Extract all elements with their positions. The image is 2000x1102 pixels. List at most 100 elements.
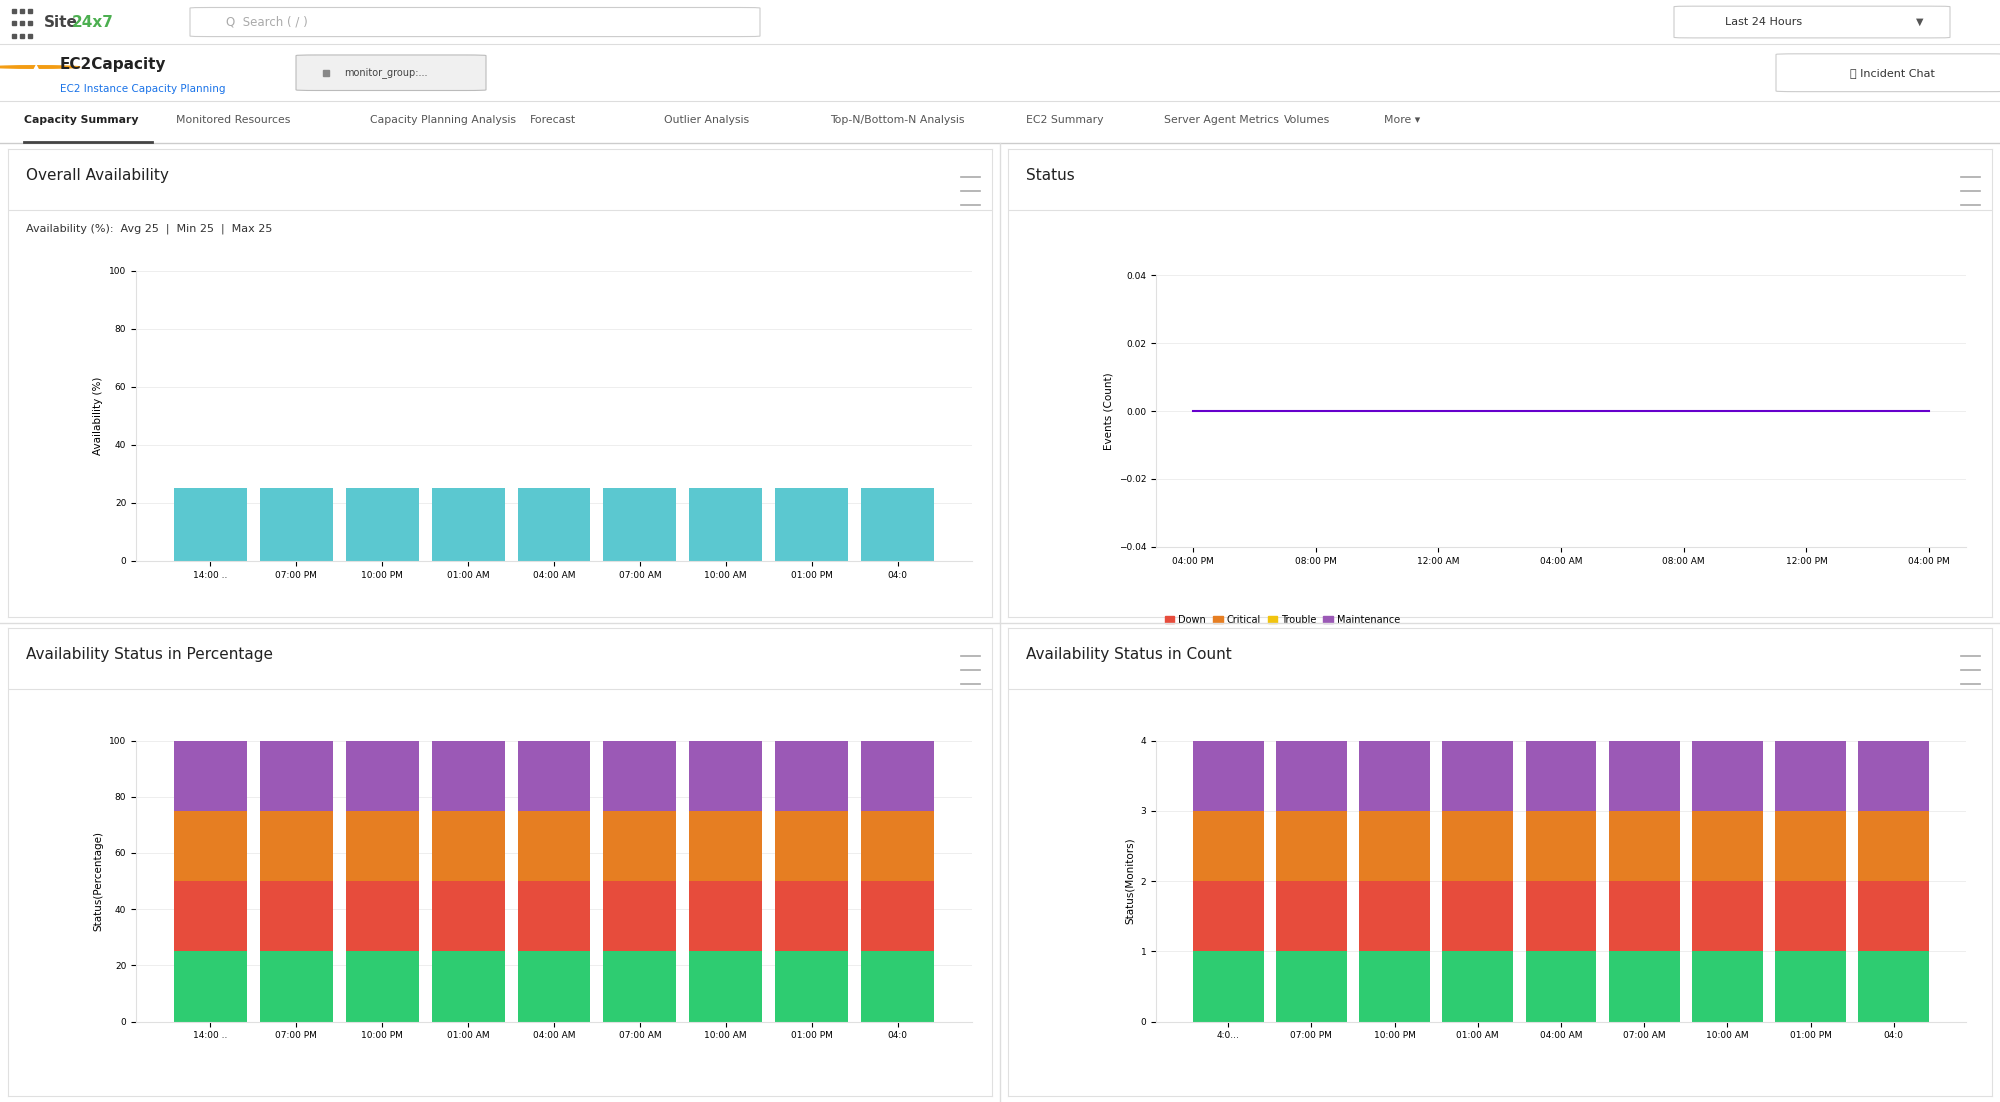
Text: ▼: ▼ xyxy=(1916,17,1924,28)
Bar xyxy=(1526,811,1596,882)
Bar xyxy=(1692,811,1762,882)
Bar xyxy=(260,488,332,561)
Bar xyxy=(518,488,590,561)
Bar xyxy=(518,741,590,811)
FancyBboxPatch shape xyxy=(190,8,760,36)
Bar xyxy=(1858,741,1930,811)
Text: monitor_group:...: monitor_group:... xyxy=(344,67,428,78)
Bar xyxy=(1858,811,1930,882)
Bar xyxy=(1858,882,1930,951)
Bar xyxy=(1776,811,1846,882)
Bar xyxy=(690,882,762,951)
Bar xyxy=(1360,882,1430,951)
Bar xyxy=(346,488,418,561)
Bar xyxy=(260,882,332,951)
Bar xyxy=(604,741,676,811)
Text: 💬 Incident Chat: 💬 Incident Chat xyxy=(1850,67,1934,78)
Bar xyxy=(260,741,332,811)
Bar xyxy=(1192,811,1264,882)
Bar xyxy=(1360,951,1430,1022)
FancyBboxPatch shape xyxy=(1674,7,1950,37)
Bar xyxy=(604,882,676,951)
Bar xyxy=(1192,882,1264,951)
Bar xyxy=(776,488,848,561)
Bar xyxy=(1360,811,1430,882)
Text: EC2 Instance Capacity Planning: EC2 Instance Capacity Planning xyxy=(60,84,226,94)
Bar xyxy=(174,741,246,811)
Bar xyxy=(1608,951,1680,1022)
Bar xyxy=(1776,741,1846,811)
Bar xyxy=(862,741,934,811)
Text: Status: Status xyxy=(1026,168,1074,183)
Bar xyxy=(776,811,848,882)
Circle shape xyxy=(0,66,80,68)
Bar xyxy=(1526,741,1596,811)
Text: Availability Status in Count: Availability Status in Count xyxy=(1026,647,1232,662)
Text: Top-N/Bottom-N Analysis: Top-N/Bottom-N Analysis xyxy=(830,116,964,126)
Bar xyxy=(432,951,504,1022)
Bar xyxy=(604,811,676,882)
Text: ▲: ▲ xyxy=(32,63,40,72)
Bar xyxy=(346,951,418,1022)
Legend: Down, Critical, Trouble, Maintenance: Down, Critical, Trouble, Maintenance xyxy=(1160,612,1404,629)
Bar xyxy=(862,882,934,951)
Y-axis label: Availability (%): Availability (%) xyxy=(94,377,104,455)
Y-axis label: Events (Count): Events (Count) xyxy=(1104,372,1114,450)
Bar xyxy=(1360,741,1430,811)
Bar xyxy=(346,811,418,882)
Bar xyxy=(1276,882,1346,951)
Bar xyxy=(174,882,246,951)
Text: Availability (%):  Avg 25  |  Min 25  |  Max 25: Availability (%): Avg 25 | Min 25 | Max … xyxy=(26,224,272,235)
Text: EC2 Summary: EC2 Summary xyxy=(1026,116,1104,126)
Bar xyxy=(1442,811,1514,882)
Bar xyxy=(1192,951,1264,1022)
Bar xyxy=(776,741,848,811)
Bar xyxy=(174,811,246,882)
Text: Outlier Analysis: Outlier Analysis xyxy=(664,116,750,126)
Text: Forecast: Forecast xyxy=(530,116,576,126)
FancyBboxPatch shape xyxy=(1776,54,2000,91)
Bar xyxy=(518,882,590,951)
Text: EC2Capacity: EC2Capacity xyxy=(60,56,166,72)
Bar xyxy=(1526,951,1596,1022)
Text: Q  Search ( / ): Q Search ( / ) xyxy=(226,15,308,29)
Bar xyxy=(432,882,504,951)
Bar xyxy=(346,741,418,811)
Bar xyxy=(862,488,934,561)
Bar xyxy=(690,951,762,1022)
Bar xyxy=(690,488,762,561)
Bar xyxy=(260,811,332,882)
Bar xyxy=(1608,811,1680,882)
Bar xyxy=(174,488,246,561)
Y-axis label: Status(Percentage): Status(Percentage) xyxy=(94,831,104,931)
Bar xyxy=(1442,951,1514,1022)
FancyBboxPatch shape xyxy=(296,55,486,90)
Bar xyxy=(690,741,762,811)
Bar xyxy=(1442,741,1514,811)
Bar xyxy=(1692,882,1762,951)
Bar xyxy=(346,882,418,951)
Text: Last 24 Hours: Last 24 Hours xyxy=(1726,17,1802,28)
Bar xyxy=(1276,741,1346,811)
Bar xyxy=(1776,882,1846,951)
Text: 24x7: 24x7 xyxy=(72,14,114,30)
Bar xyxy=(1276,811,1346,882)
Text: Overall Availability: Overall Availability xyxy=(26,168,168,183)
Bar xyxy=(1276,951,1346,1022)
Bar xyxy=(862,811,934,882)
Bar xyxy=(1692,951,1762,1022)
Bar xyxy=(1442,882,1514,951)
Bar xyxy=(604,488,676,561)
Bar xyxy=(1608,882,1680,951)
Bar xyxy=(1776,951,1846,1022)
Bar xyxy=(1692,741,1762,811)
Bar xyxy=(1858,951,1930,1022)
Bar xyxy=(432,741,504,811)
Bar xyxy=(1192,741,1264,811)
Bar xyxy=(1526,882,1596,951)
Bar xyxy=(776,951,848,1022)
Bar xyxy=(174,951,246,1022)
Bar xyxy=(432,811,504,882)
Text: Availability Status in Percentage: Availability Status in Percentage xyxy=(26,647,272,662)
Text: Monitored Resources: Monitored Resources xyxy=(176,116,290,126)
